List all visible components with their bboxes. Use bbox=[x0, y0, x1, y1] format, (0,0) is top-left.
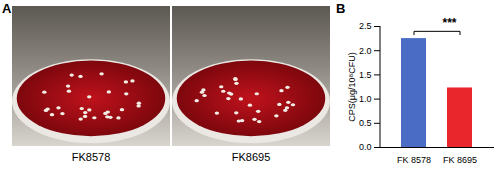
svg-text:1.5: 1.5 bbox=[359, 70, 372, 80]
svg-text:1.0: 1.0 bbox=[359, 94, 372, 104]
html-text:B: B bbox=[336, 1, 346, 16]
html-text:A: A bbox=[2, 1, 12, 16]
svg-text:0.0: 0.0 bbox=[359, 142, 372, 152]
svg-text:FK 8695: FK 8695 bbox=[443, 155, 477, 165]
svg-text:FK8578: FK8578 bbox=[72, 151, 111, 163]
svg-text:CPS(μg/10⁸CFU): CPS(μg/10⁸CFU) bbox=[347, 52, 357, 122]
svg-text:FK8695: FK8695 bbox=[232, 151, 271, 163]
svg-text:FK 8578: FK 8578 bbox=[397, 155, 431, 165]
svg-text:***: *** bbox=[442, 16, 456, 30]
svg-text:2.5: 2.5 bbox=[359, 21, 372, 31]
svg-text:2.0: 2.0 bbox=[359, 46, 372, 56]
svg-text:0.5: 0.5 bbox=[359, 118, 372, 128]
